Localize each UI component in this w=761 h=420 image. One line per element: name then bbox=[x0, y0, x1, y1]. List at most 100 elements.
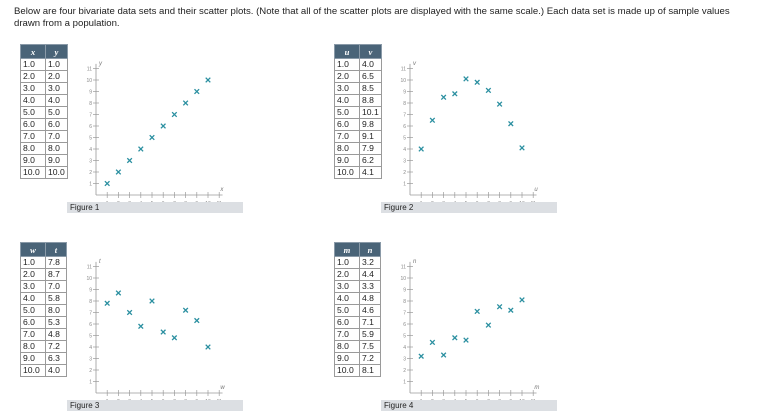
table-cell: 8.7 bbox=[45, 268, 67, 281]
table-cell: 2.0 bbox=[334, 268, 360, 281]
table-cell: 9.1 bbox=[359, 130, 382, 143]
data-table: x y 1.0 1.0 2.0 2.0 3.0 3.0 4.0 4.0 5.0 5.0 6.0 6.0 7.… bbox=[20, 44, 68, 179]
column-header-x: u bbox=[334, 44, 360, 59]
table-cell: 3.0 bbox=[45, 82, 68, 95]
y-tick-label: 11 bbox=[401, 66, 406, 72]
table-cell: 5.3 bbox=[45, 316, 67, 329]
y-tick-label: 4 bbox=[403, 147, 406, 153]
table-row: 10.0 8.1 bbox=[334, 364, 381, 377]
y-tick-label: 4 bbox=[403, 345, 406, 351]
figure-panel-2: u v 1.0 4.0 2.0 6.5 3.0 8.5 4.0 8.8 5.0 10.1 6.0 9.8 7… bbox=[328, 44, 578, 214]
table-cell: 4.0 bbox=[45, 364, 67, 377]
y-tick-label: 7 bbox=[89, 310, 92, 316]
table-cell: 1.0 bbox=[45, 58, 68, 71]
table-cell: 7.0 bbox=[20, 328, 46, 341]
table-row: 3.0 7.0 bbox=[20, 280, 67, 293]
table-cell: 7.0 bbox=[334, 130, 360, 143]
table-cell: 6.0 bbox=[334, 118, 360, 131]
data-point-marker bbox=[104, 180, 110, 187]
data-point-marker bbox=[452, 91, 458, 97]
y-tick-label: 2 bbox=[89, 170, 92, 176]
data-point-marker bbox=[496, 101, 503, 107]
table-cell: 5.9 bbox=[359, 328, 381, 341]
data-point-marker bbox=[194, 317, 200, 324]
table-cell: 8.0 bbox=[45, 304, 67, 317]
table-cell: 9.0 bbox=[45, 154, 68, 167]
y-tick-label: 7 bbox=[89, 112, 92, 118]
table-cell: 4.1 bbox=[359, 166, 382, 179]
data-point-marker bbox=[126, 157, 133, 164]
x-axis-label: u bbox=[534, 187, 538, 193]
table-cell: 6.0 bbox=[334, 316, 360, 329]
y-tick-label: 5 bbox=[89, 135, 92, 141]
y-tick-label: 1 bbox=[403, 181, 406, 187]
y-tick-label: 5 bbox=[89, 333, 92, 339]
column-header-x: w bbox=[20, 242, 46, 257]
y-tick-label: 10 bbox=[400, 78, 406, 84]
table-cell: 3.0 bbox=[20, 82, 46, 95]
figure-caption: Figure 2 bbox=[381, 202, 557, 213]
table-row: 4.0 4.0 bbox=[20, 94, 68, 107]
y-tick-label: 9 bbox=[403, 287, 406, 293]
y-tick-label: 4 bbox=[89, 345, 92, 351]
table-cell: 1.0 bbox=[334, 256, 360, 269]
y-tick-label: 3 bbox=[403, 356, 406, 362]
data-point-marker bbox=[474, 79, 480, 86]
data-point-marker bbox=[115, 290, 122, 296]
table-row: 1.0 3.2 bbox=[334, 256, 381, 269]
table-row: 9.0 7.2 bbox=[334, 352, 381, 365]
table-row: 3.0 8.5 bbox=[334, 82, 382, 95]
data-table: u v 1.0 4.0 2.0 6.5 3.0 8.5 4.0 8.8 5.0 10.1 6.0 9.8 7… bbox=[334, 44, 382, 179]
y-tick-label: 9 bbox=[89, 89, 92, 95]
table-cell: 8.1 bbox=[359, 364, 381, 377]
y-tick-label: 10 bbox=[86, 78, 92, 84]
table-row: 5.0 10.1 bbox=[334, 106, 382, 119]
table-cell: 10.0 bbox=[20, 166, 46, 179]
table-row: 8.0 7.5 bbox=[334, 340, 381, 353]
data-point-marker bbox=[115, 169, 122, 175]
table-cell: 8.0 bbox=[334, 340, 360, 353]
table-cell: 10.0 bbox=[334, 166, 360, 179]
data-point-marker bbox=[194, 88, 200, 95]
table-row: 2.0 2.0 bbox=[20, 70, 68, 83]
table-cell: 6.0 bbox=[45, 118, 68, 131]
scatter-plot: 11223344556677889910101111uv bbox=[400, 61, 538, 205]
x-axis-label: w bbox=[220, 385, 225, 391]
y-tick-label: 7 bbox=[403, 310, 406, 316]
x-axis-label: x bbox=[219, 187, 224, 193]
table-cell: 6.0 bbox=[20, 316, 46, 329]
data-point-marker bbox=[485, 87, 492, 94]
y-axis-label: y bbox=[98, 61, 103, 67]
data-point-marker bbox=[429, 339, 436, 346]
data-point-marker bbox=[182, 307, 189, 313]
table-row: 6.0 9.8 bbox=[334, 118, 382, 131]
y-axis-label: t bbox=[99, 259, 101, 265]
data-point-marker bbox=[205, 77, 211, 83]
column-header-x: x bbox=[20, 44, 46, 59]
y-tick-label: 3 bbox=[403, 158, 406, 164]
data-table: w t 1.0 7.8 2.0 8.7 3.0 7.0 4.0 5.8 5.0 8.0 6.0 5.3 7.… bbox=[20, 242, 67, 377]
column-header-y: y bbox=[45, 44, 68, 59]
table-cell: 7.0 bbox=[334, 328, 360, 341]
table-cell: 4.0 bbox=[20, 94, 46, 107]
table-row: 2.0 8.7 bbox=[20, 268, 67, 281]
y-tick-label: 6 bbox=[89, 322, 92, 328]
table-cell: 5.0 bbox=[20, 304, 46, 317]
table-cell: 2.0 bbox=[20, 268, 46, 281]
data-point-marker bbox=[171, 335, 178, 341]
data-point-marker bbox=[519, 145, 525, 151]
data-point-marker bbox=[160, 123, 166, 129]
table-cell: 6.2 bbox=[359, 154, 382, 167]
table-cell: 8.0 bbox=[20, 142, 46, 155]
table-cell: 1.0 bbox=[20, 256, 46, 269]
data-point-marker bbox=[182, 100, 189, 106]
x-axis-label: m bbox=[534, 385, 539, 391]
y-tick-label: 1 bbox=[403, 379, 406, 385]
table-row: 7.0 5.9 bbox=[334, 328, 381, 341]
table-row: 2.0 4.4 bbox=[334, 268, 381, 281]
y-tick-label: 1 bbox=[89, 379, 92, 385]
data-point-marker bbox=[519, 297, 525, 303]
